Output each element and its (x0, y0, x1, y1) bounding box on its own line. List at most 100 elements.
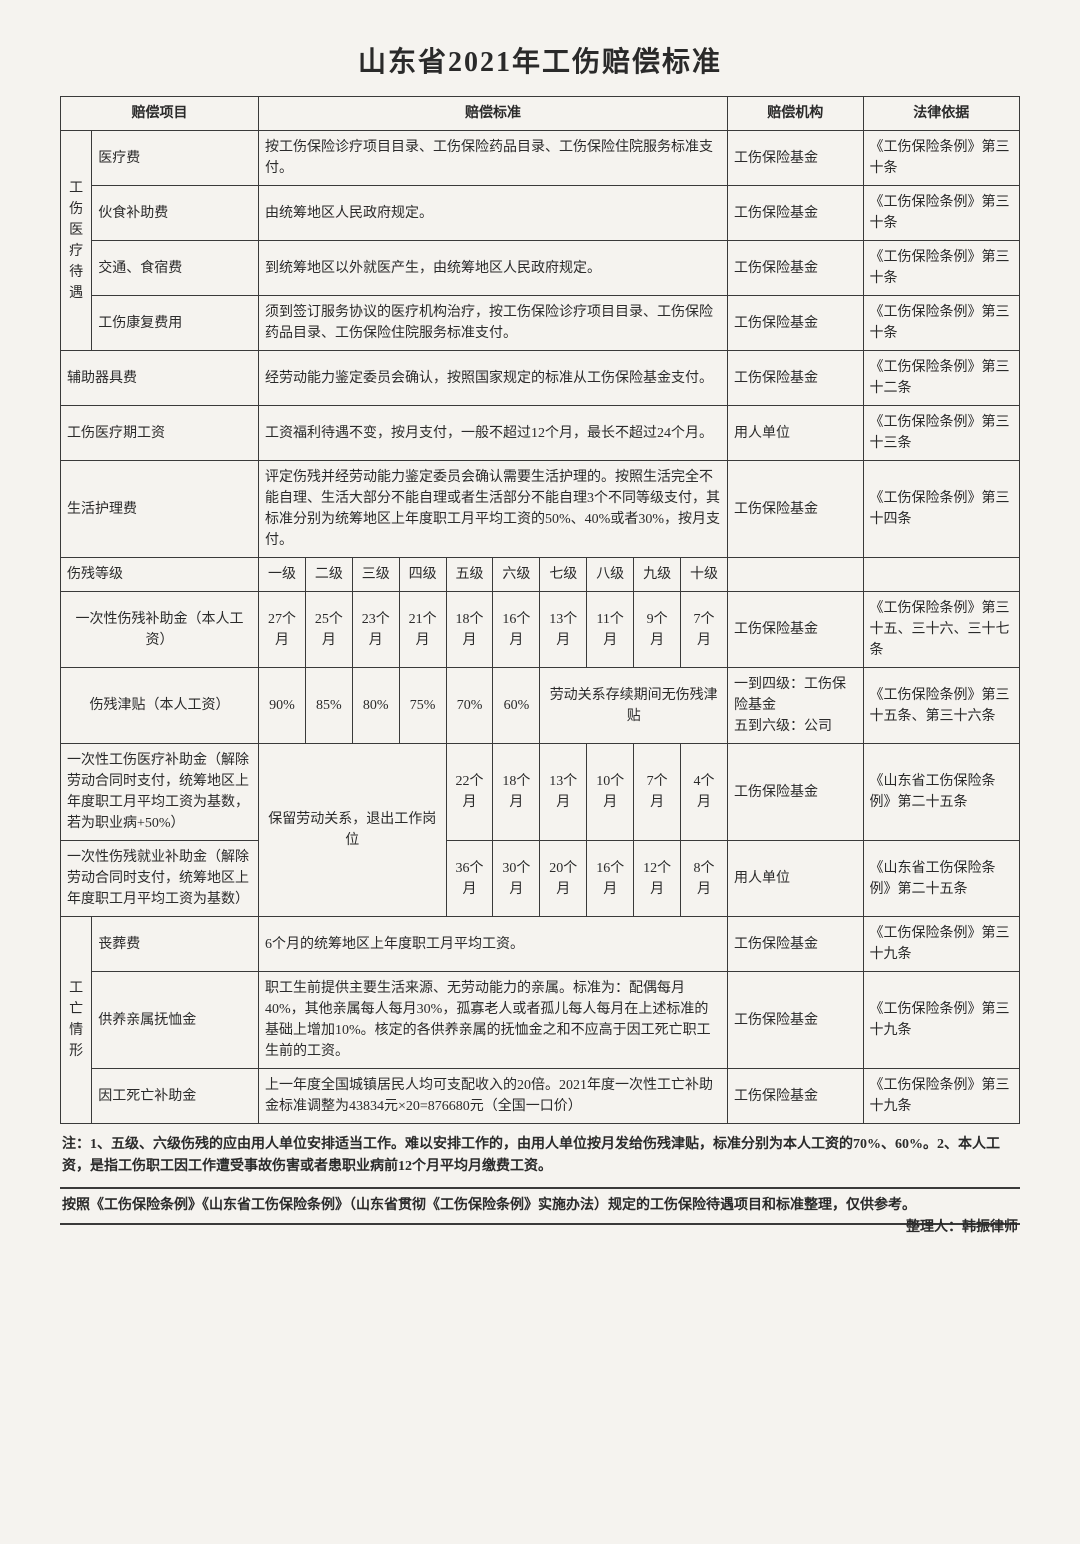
grade-9: 九级 (634, 558, 681, 592)
medonce-6: 18个月 (493, 744, 540, 841)
r1-name: 医疗费 (92, 131, 259, 186)
r2-org: 工伤保险基金 (728, 186, 863, 241)
d3-law: 《工伤保险条例》第三十九条 (863, 1069, 1019, 1124)
r5-law: 《工伤保险条例》第三十二条 (863, 351, 1019, 406)
jobonce-name: 一次性伤残就业补助金（解除劳动合同时支付，统筹地区上年度职工月平均工资为基数） (61, 841, 259, 917)
r4-law: 《工伤保险条例》第三十条 (863, 296, 1019, 351)
r4-org: 工伤保险基金 (728, 296, 863, 351)
lump-7: 13个月 (540, 592, 587, 668)
jobonce-5: 36个月 (446, 841, 493, 917)
grade-10: 十级 (681, 558, 728, 592)
jobonce-10: 8个月 (681, 841, 728, 917)
allow-6: 60% (493, 668, 540, 744)
grade-name: 伤残等级 (61, 558, 259, 592)
r4-std: 须到签订服务协议的医疗机构治疗，按工伤保险诊疗项目目录、工伤保险药品目录、工伤保… (259, 296, 728, 351)
th-law: 法律依据 (863, 97, 1019, 131)
r7-std: 评定伤残并经劳动能力鉴定委员会确认需要生活护理的。按照生活完全不能自理、生活大部… (259, 461, 728, 558)
allow-5: 70% (446, 668, 493, 744)
jobonce-org: 用人单位 (728, 841, 863, 917)
lump-3: 23个月 (352, 592, 399, 668)
jobonce-7: 20个月 (540, 841, 587, 917)
allow-2: 85% (305, 668, 352, 744)
allow-law: 《工伤保险条例》第三十五条、第三十六条 (863, 668, 1019, 744)
grade-7: 七级 (540, 558, 587, 592)
footnote-1: 注：1、五级、六级伤残的应由用人单位安排适当工作。难以安排工作的，由用人单位按月… (60, 1134, 1020, 1189)
medonce-keep: 保留劳动关系，退出工作岗位 (259, 744, 447, 917)
footnote-2a: 按照《工伤保险条例》《山东省工伤保险条例》（山东省贯彻《工伤保险条例》实施办法）… (62, 1198, 916, 1213)
d3-org: 工伤保险基金 (728, 1069, 863, 1124)
r7-name: 生活护理费 (61, 461, 259, 558)
d1-law: 《工伤保险条例》第三十九条 (863, 917, 1019, 972)
jobonce-8: 16个月 (587, 841, 634, 917)
lump-name: 一次性伤残补助金（本人工资） (61, 592, 259, 668)
r2-name: 伙食补助费 (92, 186, 259, 241)
d1-std: 6个月的统筹地区上年度职工月平均工资。 (259, 917, 728, 972)
d2-name: 供养亲属抚恤金 (92, 972, 259, 1069)
allow-span: 劳动关系存续期间无伤残津贴 (540, 668, 728, 744)
medonce-law: 《山东省工伤保险条例》第二十五条 (863, 744, 1019, 841)
jobonce-law: 《山东省工伤保险条例》第二十五条 (863, 841, 1019, 917)
r1-org: 工伤保险基金 (728, 131, 863, 186)
r3-std: 到统筹地区以外就医产生，由统筹地区人民政府规定。 (259, 241, 728, 296)
r1-std: 按工伤保险诊疗项目目录、工伤保险药品目录、工伤保险住院服务标准支付。 (259, 131, 728, 186)
footnote-2: 按照《工伤保险条例》《山东省工伤保险条例》（山东省贯彻《工伤保险条例》实施办法）… (60, 1195, 1020, 1225)
medonce-9: 7个月 (634, 744, 681, 841)
lump-law: 《工伤保险条例》第三十五、三十六、三十七条 (863, 592, 1019, 668)
medonce-org: 工伤保险基金 (728, 744, 863, 841)
r5-name: 辅助器具费 (61, 351, 259, 406)
lump-4: 21个月 (399, 592, 446, 668)
compensation-table: 赔偿项目 赔偿标准 赔偿机构 法律依据 工伤医疗待遇 医疗费 按工伤保险诊疗项目… (60, 96, 1020, 1124)
lump-org: 工伤保险基金 (728, 592, 863, 668)
footnote-2b: 整理人：韩振律师 (906, 1217, 1018, 1239)
th-org: 赔偿机构 (728, 97, 863, 131)
r4-name: 工伤康复费用 (92, 296, 259, 351)
page-title: 山东省2021年工伤赔偿标准 (60, 40, 1020, 80)
grade-4: 四级 (399, 558, 446, 592)
lump-2: 25个月 (305, 592, 352, 668)
medonce-7: 13个月 (540, 744, 587, 841)
r5-std: 经劳动能力鉴定委员会确认，按照国家规定的标准从工伤保险基金支付。 (259, 351, 728, 406)
r6-org: 用人单位 (728, 406, 863, 461)
d2-org: 工伤保险基金 (728, 972, 863, 1069)
grade-law (863, 558, 1019, 592)
medonce-5: 22个月 (446, 744, 493, 841)
r6-name: 工伤医疗期工资 (61, 406, 259, 461)
r5-org: 工伤保险基金 (728, 351, 863, 406)
allow-1: 90% (259, 668, 306, 744)
d1-org: 工伤保险基金 (728, 917, 863, 972)
grade-3: 三级 (352, 558, 399, 592)
d1-name: 丧葬费 (92, 917, 259, 972)
lump-6: 16个月 (493, 592, 540, 668)
r3-name: 交通、食宿费 (92, 241, 259, 296)
r3-law: 《工伤保险条例》第三十条 (863, 241, 1019, 296)
lump-8: 11个月 (587, 592, 634, 668)
r6-std: 工资福利待遇不变，按月支付，一般不超过12个月，最长不超过24个月。 (259, 406, 728, 461)
grade-1: 一级 (259, 558, 306, 592)
allow-org: 一到四级：工伤保险基金 五到六级：公司 (728, 668, 863, 744)
grade-6: 六级 (493, 558, 540, 592)
allow-4: 75% (399, 668, 446, 744)
medonce-name: 一次性工伤医疗补助金（解除劳动合同时支付，统筹地区上年度职工月平均工资为基数，若… (61, 744, 259, 841)
r7-law: 《工伤保险条例》第三十四条 (863, 461, 1019, 558)
lump-5: 18个月 (446, 592, 493, 668)
lump-10: 7个月 (681, 592, 728, 668)
d2-std: 职工生前提供主要生活来源、无劳动能力的亲属。标准为：配偶每月40%，其他亲属每人… (259, 972, 728, 1069)
jobonce-6: 30个月 (493, 841, 540, 917)
d3-name: 因工死亡补助金 (92, 1069, 259, 1124)
d2-law: 《工伤保险条例》第三十九条 (863, 972, 1019, 1069)
group-medical: 工伤医疗待遇 (61, 131, 92, 351)
allowance-name: 伤残津贴（本人工资） (61, 668, 259, 744)
medonce-10: 4个月 (681, 744, 728, 841)
lump-9: 9个月 (634, 592, 681, 668)
r2-std: 由统筹地区人民政府规定。 (259, 186, 728, 241)
r3-org: 工伤保险基金 (728, 241, 863, 296)
lump-1: 27个月 (259, 592, 306, 668)
grade-5: 五级 (446, 558, 493, 592)
grade-2: 二级 (305, 558, 352, 592)
r2-law: 《工伤保险条例》第三十条 (863, 186, 1019, 241)
allow-3: 80% (352, 668, 399, 744)
th-item: 赔偿项目 (61, 97, 259, 131)
grade-org (728, 558, 863, 592)
r1-law: 《工伤保险条例》第三十条 (863, 131, 1019, 186)
r7-org: 工伤保险基金 (728, 461, 863, 558)
